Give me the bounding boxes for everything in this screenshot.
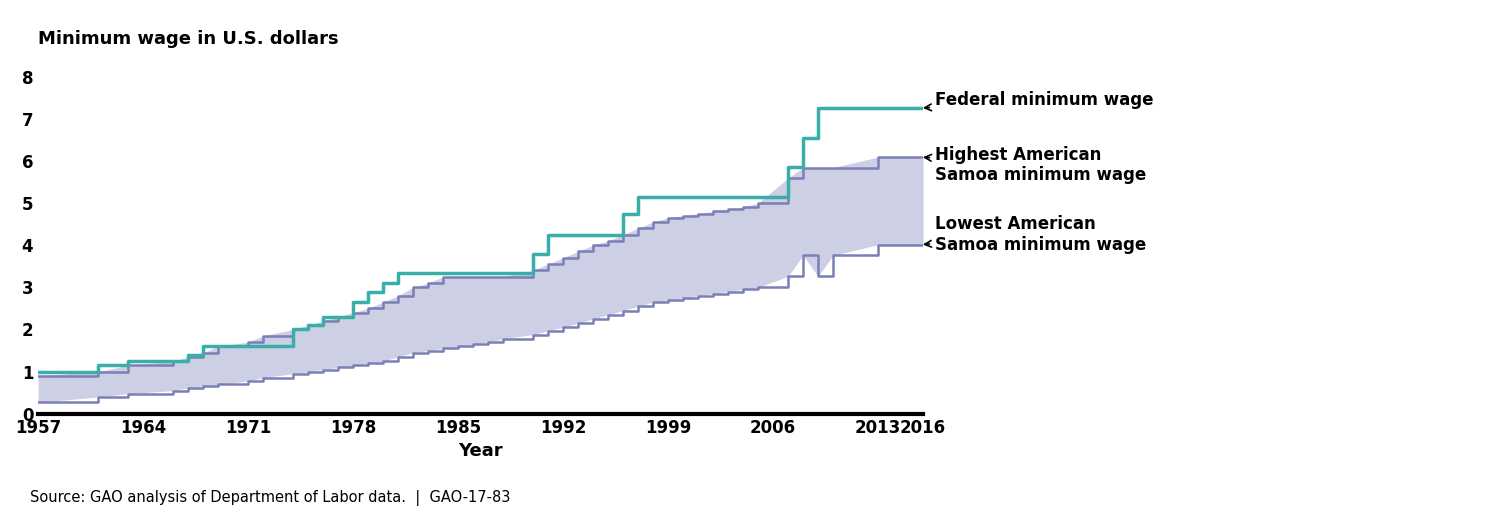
- X-axis label: Year: Year: [458, 442, 504, 460]
- Text: Minimum wage in U.S. dollars: Minimum wage in U.S. dollars: [38, 30, 338, 49]
- Text: Source: GAO analysis of Department of Labor data.  |  GAO-17-83: Source: GAO analysis of Department of La…: [30, 490, 511, 506]
- Text: Federal minimum wage: Federal minimum wage: [924, 91, 1153, 111]
- Text: Highest American
Samoa minimum wage: Highest American Samoa minimum wage: [924, 146, 1147, 184]
- Text: Lowest American
Samoa minimum wage: Lowest American Samoa minimum wage: [924, 215, 1147, 254]
